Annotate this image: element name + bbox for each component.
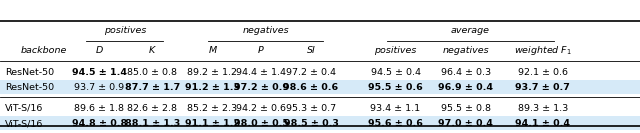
Text: 87.7 ± 1.7: 87.7 ± 1.7: [125, 83, 180, 92]
Text: negatives: negatives: [243, 26, 289, 35]
Text: 89.2 ± 1.2: 89.2 ± 1.2: [188, 68, 237, 77]
Text: 98.0 ± 0.5: 98.0 ± 0.5: [234, 119, 289, 128]
Text: 85.0 ± 0.8: 85.0 ± 0.8: [127, 68, 177, 77]
Text: 89.6 ± 1.8: 89.6 ± 1.8: [74, 104, 124, 113]
Text: 98.6 ± 0.6: 98.6 ± 0.6: [284, 83, 339, 92]
Text: ViT-S/16: ViT-S/16: [5, 104, 44, 113]
Text: 94.4 ± 1.4: 94.4 ± 1.4: [236, 68, 286, 77]
Text: 97.0 ± 0.4: 97.0 ± 0.4: [438, 119, 493, 128]
Text: 92.1 ± 0.6: 92.1 ± 0.6: [518, 68, 568, 77]
Text: 94.2 ± 0.6: 94.2 ± 0.6: [236, 104, 286, 113]
Text: ViT-S/16: ViT-S/16: [5, 119, 44, 128]
Text: ResNet-50: ResNet-50: [5, 83, 54, 92]
Text: 95.6 ± 0.6: 95.6 ± 0.6: [368, 119, 423, 128]
Text: ResNet-50: ResNet-50: [5, 68, 54, 77]
Text: 93.7 ± 0.9: 93.7 ± 0.9: [74, 83, 124, 92]
Bar: [0, 116, 640, 130]
Text: K: K: [149, 46, 156, 55]
Text: P: P: [259, 46, 264, 55]
Text: 95.3 ± 0.7: 95.3 ± 0.7: [286, 104, 336, 113]
Text: backbone: backbone: [20, 46, 67, 55]
Text: positives: positives: [104, 26, 146, 35]
Text: 97.2 ± 0.4: 97.2 ± 0.4: [286, 68, 336, 77]
Text: SI: SI: [307, 46, 316, 55]
Text: 94.5 ± 1.4: 94.5 ± 1.4: [72, 68, 127, 77]
Text: 93.7 ± 0.7: 93.7 ± 0.7: [515, 83, 570, 92]
Text: negatives: negatives: [443, 46, 489, 55]
Text: 91.1 ± 1.2: 91.1 ± 1.2: [185, 119, 240, 128]
Text: 91.2 ± 1.3: 91.2 ± 1.3: [185, 83, 240, 92]
Text: 96.4 ± 0.3: 96.4 ± 0.3: [441, 68, 491, 77]
Text: D: D: [95, 46, 103, 55]
Text: 82.6 ± 2.8: 82.6 ± 2.8: [127, 104, 177, 113]
Text: 85.2 ± 2.3: 85.2 ± 2.3: [188, 104, 237, 113]
Text: M: M: [209, 46, 216, 55]
Text: 96.9 ± 0.4: 96.9 ± 0.4: [438, 83, 493, 92]
Text: 98.5 ± 0.3: 98.5 ± 0.3: [284, 119, 339, 128]
Text: 94.8 ± 0.8: 94.8 ± 0.8: [72, 119, 127, 128]
Text: 89.3 ± 1.3: 89.3 ± 1.3: [518, 104, 568, 113]
Text: 94.1 ± 0.4: 94.1 ± 0.4: [515, 119, 570, 128]
Text: 88.1 ± 1.3: 88.1 ± 1.3: [125, 119, 180, 128]
Text: weighted $F_1$: weighted $F_1$: [514, 44, 572, 57]
Bar: [0, 80, 640, 94]
Text: 93.4 ± 1.1: 93.4 ± 1.1: [371, 104, 420, 113]
Text: 95.5 ± 0.6: 95.5 ± 0.6: [368, 83, 423, 92]
Text: 97.2 ± 0.9: 97.2 ± 0.9: [234, 83, 289, 92]
Text: 95.5 ± 0.8: 95.5 ± 0.8: [441, 104, 491, 113]
Text: 94.5 ± 0.4: 94.5 ± 0.4: [371, 68, 420, 77]
Text: positives: positives: [374, 46, 417, 55]
Text: average: average: [451, 26, 490, 35]
